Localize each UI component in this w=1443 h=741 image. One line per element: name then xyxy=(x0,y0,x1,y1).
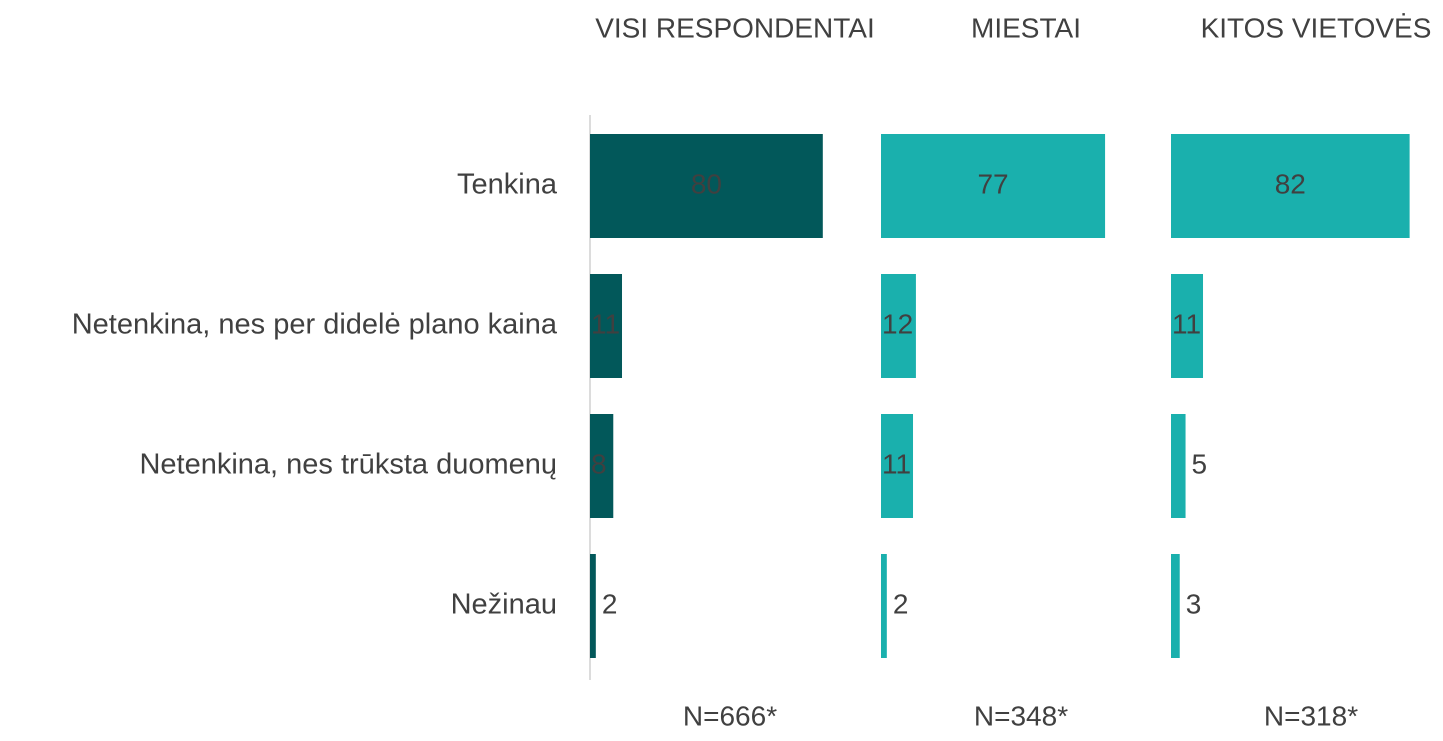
panel-title: VISI RESPONDENTAI xyxy=(595,12,875,43)
category-label: Nežinau xyxy=(451,589,557,621)
bar xyxy=(881,134,1106,238)
bar xyxy=(1171,274,1204,378)
bar xyxy=(881,274,916,378)
sample-size: N=318* xyxy=(1264,700,1358,731)
value-label: 80 xyxy=(691,168,722,199)
value-label: 2 xyxy=(602,588,618,619)
bar xyxy=(590,414,614,518)
bar xyxy=(590,134,823,238)
bar xyxy=(1171,134,1410,238)
bar xyxy=(590,274,623,378)
value-label: 11 xyxy=(591,308,620,339)
value-label: 8 xyxy=(591,448,607,479)
bar xyxy=(881,554,887,658)
value-label: 2 xyxy=(893,588,909,619)
value-label: 11 xyxy=(1172,308,1201,339)
value-label: 5 xyxy=(1192,448,1208,479)
sample-size: N=666* xyxy=(683,700,777,731)
category-label: Netenkina, nes trūksta duomenų xyxy=(139,449,557,481)
bar xyxy=(590,554,596,658)
value-label: 11 xyxy=(882,448,911,479)
bar xyxy=(881,414,914,518)
value-label: 12 xyxy=(882,308,913,339)
panel-title: MIESTAI xyxy=(971,12,1081,43)
bar xyxy=(1171,554,1180,658)
category-label: Netenkina, nes per didelė plano kaina xyxy=(72,309,558,341)
category-label: Tenkina xyxy=(457,169,558,201)
value-label: 82 xyxy=(1275,168,1306,199)
value-label: 3 xyxy=(1186,588,1202,619)
value-label: 77 xyxy=(977,168,1008,199)
bar xyxy=(1171,414,1186,518)
sample-size: N=348* xyxy=(974,700,1068,731)
panel-title: KITOS VIETOVĖS xyxy=(1201,12,1432,43)
